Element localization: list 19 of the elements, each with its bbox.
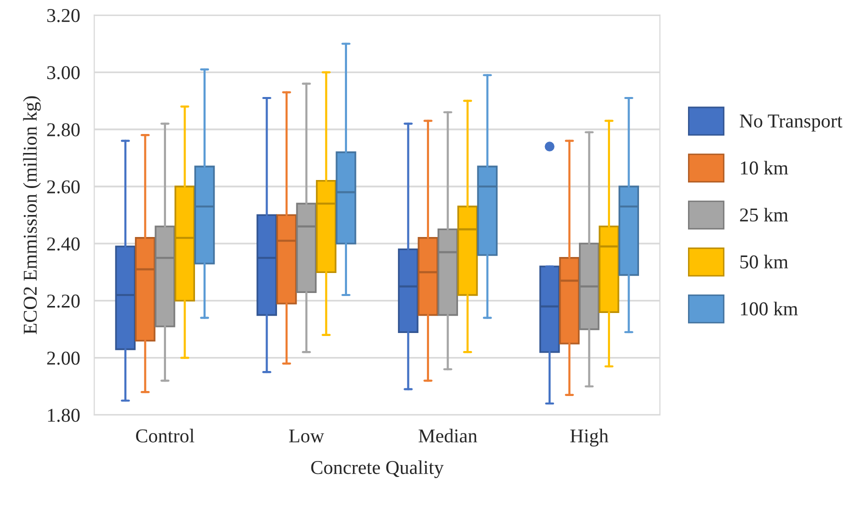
legend-label: 25 km — [740, 208, 788, 222]
legend-label: 50 km — [740, 254, 788, 268]
y-axis-title: ECO2 Emmission (million kg) — [23, 96, 41, 334]
y-tick-label: 2.40 — [47, 237, 80, 251]
y-tick-label: 2.00 — [47, 352, 80, 365]
y-tick-label: 1.80 — [48, 408, 80, 422]
y-tick-label: 3.20 — [47, 8, 80, 22]
y-tick-label: 2.60 — [47, 180, 80, 194]
legend-label: No Transport — [740, 114, 842, 132]
x-tick-label: High — [570, 428, 608, 446]
y-tick-label: 2.80 — [47, 123, 80, 136]
legend-label: 10 km — [740, 160, 788, 175]
y-tick-label: 2.20 — [47, 294, 80, 308]
y-tick-label: 3.00 — [47, 66, 80, 80]
x-axis-title: Concrete Quality — [311, 460, 444, 478]
x-tick-label: Low — [289, 430, 324, 442]
x-tick-label: Median — [418, 428, 478, 442]
x-tick-label: Control — [136, 428, 194, 442]
legend-label: 100 km — [740, 302, 798, 316]
